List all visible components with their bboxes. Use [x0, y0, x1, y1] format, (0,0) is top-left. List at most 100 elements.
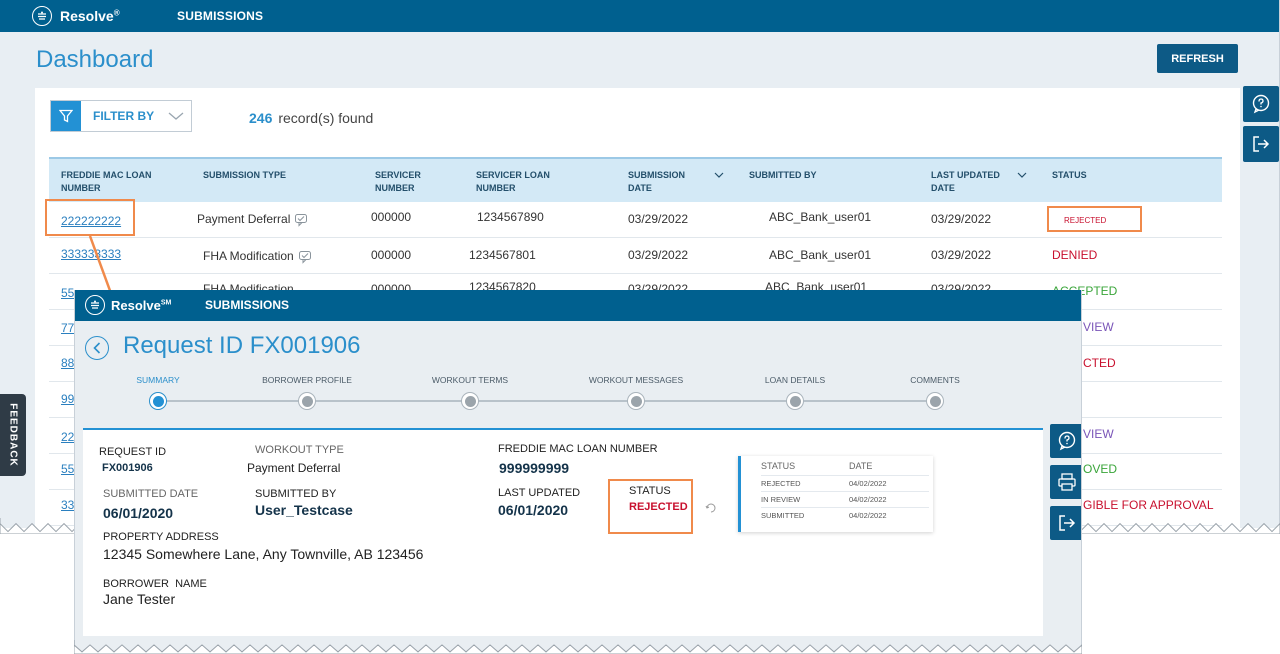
status-badge: GIBLE FOR APPROVAL — [1083, 498, 1214, 512]
chevron-down-icon — [168, 112, 184, 120]
servicer-number: 000000 — [371, 210, 412, 224]
feedback-label: FEEDBACK — [7, 403, 19, 467]
submitted-by: ABC_Bank_user01 — [769, 210, 872, 224]
summary-card: REQUEST ID FX001906 WORKOUT TYPE Payment… — [83, 428, 1043, 636]
help-button[interactable] — [1243, 86, 1279, 122]
col-servicer-loan-number[interactable]: SERVICER LOAN NUMBER — [476, 170, 550, 193]
step-label[interactable]: WORKOUT MESSAGES — [588, 375, 684, 385]
page-title: Dashboard — [36, 46, 154, 73]
back-button[interactable] — [85, 336, 109, 360]
help-chat-icon — [1058, 431, 1076, 451]
step-label[interactable]: COMMENTS — [910, 375, 960, 385]
last-updated-value: 06/01/2020 — [498, 502, 569, 518]
stepper-track — [158, 400, 935, 402]
step-dot[interactable] — [627, 392, 645, 410]
col-submitted-by[interactable]: SUBMITTED BY — [749, 170, 817, 180]
col-status[interactable]: STATUS — [1052, 170, 1087, 180]
loan-number-link[interactable]: 77 — [61, 321, 75, 335]
app-logo[interactable]: ResolveSM — [85, 295, 171, 315]
submitted-by: ABC_Bank_user01 — [769, 248, 872, 262]
comment-icon[interactable] — [294, 213, 308, 227]
history-row: REJECTED 04/02/2022 — [761, 475, 929, 491]
step-label[interactable]: WORKOUT TERMS — [431, 375, 509, 385]
step-dot[interactable] — [461, 392, 479, 410]
refresh-button[interactable]: REFRESH — [1157, 44, 1238, 73]
status-badge: CTED — [1083, 356, 1116, 370]
filter-by-button[interactable]: FILTER BY — [50, 100, 192, 132]
help-chat-icon — [1252, 94, 1270, 114]
loan-number-callout — [45, 199, 135, 236]
help-button[interactable] — [1050, 424, 1081, 458]
nav-submissions[interactable]: SUBMISSIONS — [177, 9, 264, 23]
workout-type-value: Payment Deferral — [247, 461, 341, 475]
step-label[interactable]: BORROWER PROFILE — [262, 375, 352, 385]
table-row[interactable]: 333333333 FHA Modification 000000 123456… — [49, 238, 1222, 274]
borrower-name-label: BORROWER NAME — [103, 578, 207, 590]
loan-number-link[interactable]: 333333333 — [61, 247, 122, 261]
last-updated-label: LAST UPDATED — [498, 487, 581, 499]
comment-icon[interactable] — [298, 250, 312, 264]
loan-number-link[interactable]: 22 — [61, 430, 75, 444]
step-dot[interactable] — [149, 392, 167, 410]
property-address-value: 12345 Somewhere Lane, Any Townville, AB … — [103, 546, 424, 562]
step-label[interactable]: LOAN DETAILS — [764, 375, 826, 385]
property-address-label: PROPERTY ADDRESS — [103, 531, 219, 543]
submitted-by-label: SUBMITTED BY — [255, 488, 337, 500]
loan-number-link[interactable]: 55 — [61, 462, 75, 476]
sort-chevron-icon[interactable] — [1017, 172, 1027, 179]
history-col-status: STATUS — [761, 461, 796, 471]
loan-number-link[interactable]: 33 — [61, 498, 75, 512]
step-dot[interactable] — [926, 392, 944, 410]
feedback-tab[interactable]: FEEDBACK — [0, 394, 26, 476]
col-submission-type[interactable]: SUBMISSION TYPE — [203, 170, 287, 180]
logout-button[interactable] — [1050, 506, 1081, 540]
loan-number-link[interactable]: 222222222 — [61, 214, 122, 228]
loan-number-link[interactable]: 99 — [61, 392, 75, 406]
request-id-label: REQUEST ID — [99, 446, 167, 458]
top-nav-bar: ResolveSM SUBMISSIONS — [75, 290, 1081, 321]
torn-edge-decoration — [74, 640, 1082, 654]
table-row[interactable]: 222222222 Payment Deferral 000000 123456… — [49, 202, 1222, 238]
top-nav-bar: Resolve® SUBMISSIONS — [0, 0, 1279, 32]
status-badge: DENIED — [1052, 248, 1098, 262]
col-servicer-number[interactable]: SERVICER NUMBER — [375, 170, 421, 193]
status-badge: VIEW — [1083, 320, 1114, 334]
step-label[interactable]: SUMMARY — [136, 375, 180, 385]
status-callout — [1047, 206, 1142, 232]
printer-icon — [1058, 473, 1076, 491]
app-logo[interactable]: Resolve® — [32, 6, 120, 26]
step-dot[interactable] — [786, 392, 804, 410]
status-badge: REJECTED — [1064, 216, 1107, 225]
record-count: 246 record(s) found — [249, 110, 374, 126]
logout-icon — [1253, 136, 1270, 152]
logout-icon — [1059, 515, 1076, 531]
history-row: IN REVIEW 04/02/2022 — [761, 491, 929, 507]
nav-submissions[interactable]: SUBMISSIONS — [205, 298, 290, 312]
history-row: SUBMITTED 04/02/2022 — [761, 507, 929, 523]
app-name: ResolveSM — [111, 297, 172, 313]
submission-date: 03/29/2022 — [628, 248, 689, 262]
chevron-left-icon — [93, 342, 101, 354]
logo-mark-icon — [85, 295, 105, 315]
sort-chevron-icon[interactable] — [714, 172, 724, 179]
print-button[interactable] — [1050, 465, 1081, 499]
status-history-popover: STATUS DATE REJECTED 04/02/2022 IN REVIE… — [738, 456, 933, 532]
page-title: Request ID FX001906 — [123, 332, 361, 359]
request-detail-window: ResolveSM SUBMISSIONS Request ID FX00190… — [74, 290, 1082, 652]
col-freddie-mac-loan-number[interactable]: FREDDIE MAC LOAN NUMBER — [61, 170, 152, 193]
col-submission-date[interactable]: SUBMISSION DATE — [628, 170, 686, 193]
fm-loan-value: 999999999 — [499, 460, 570, 476]
submitted-date-value: 06/01/2020 — [103, 505, 174, 521]
logout-button[interactable] — [1243, 126, 1279, 162]
workout-type-label: WORKOUT TYPE — [255, 444, 344, 456]
loan-number-link[interactable]: 55 — [61, 286, 75, 300]
submission-date: 03/29/2022 — [628, 212, 689, 226]
step-dot[interactable] — [298, 392, 316, 410]
loan-number-link[interactable]: 88 — [61, 356, 75, 370]
servicer-loan-number: 1234567801 — [469, 248, 536, 262]
history-toggle-icon[interactable] — [705, 502, 717, 514]
servicer-number: 000000 — [371, 248, 412, 262]
col-last-updated-date[interactable]: LAST UPDATED DATE — [931, 170, 1000, 193]
filter-by-label: FILTER BY — [93, 109, 155, 123]
